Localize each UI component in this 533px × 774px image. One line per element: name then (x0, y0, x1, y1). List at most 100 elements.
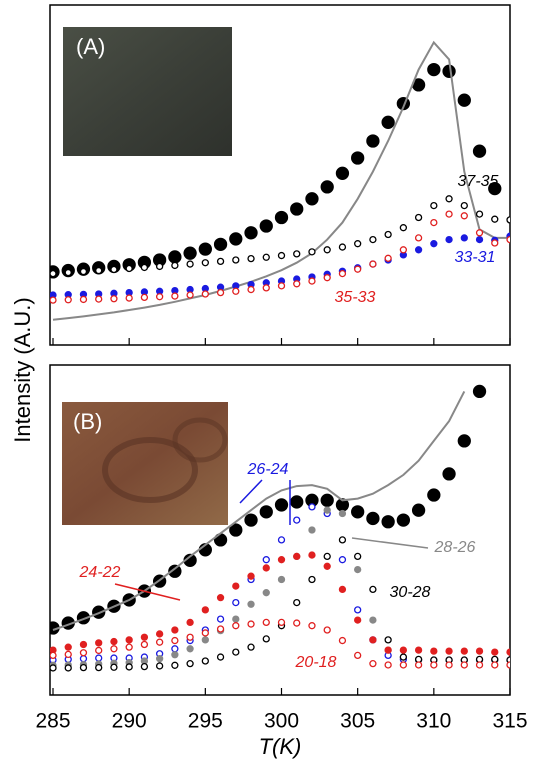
data-point (488, 181, 502, 196)
data-point (369, 235, 377, 244)
data-point (323, 506, 331, 514)
data-point (155, 262, 164, 271)
data-point (232, 287, 240, 295)
data-point (110, 637, 118, 646)
data-point (95, 295, 103, 303)
data-point (460, 201, 468, 210)
data-point (247, 600, 255, 608)
data-point (262, 564, 270, 572)
data-point (414, 661, 423, 669)
data-point (186, 633, 194, 641)
data-point (506, 648, 510, 656)
data-point (308, 503, 316, 511)
data-point (414, 246, 423, 254)
data-point (430, 661, 438, 669)
data-point (293, 280, 301, 288)
data-point (229, 523, 243, 537)
data-point (369, 585, 377, 594)
data-point (430, 201, 438, 210)
data-point (79, 663, 88, 672)
label-arrow (351, 537, 429, 549)
data-point (354, 606, 362, 614)
data-point (168, 564, 182, 578)
data-point (262, 284, 270, 292)
data-point (186, 291, 194, 299)
data-point (110, 663, 118, 671)
series-line (52, 40, 510, 321)
data-point (155, 655, 164, 663)
panel-frame (49, 4, 511, 346)
data-point (414, 213, 423, 222)
data-point (95, 646, 103, 655)
data-point (125, 264, 133, 273)
data-point (308, 575, 316, 584)
data-point (338, 556, 347, 564)
data-point (491, 648, 499, 656)
plot-area (50, 384, 510, 672)
panel-frame (49, 364, 511, 696)
data-point (399, 653, 408, 661)
data-point (79, 295, 88, 304)
data-point (247, 254, 255, 263)
data-point (125, 663, 133, 671)
data-point (475, 229, 484, 237)
data-point (323, 246, 331, 254)
data-point (125, 636, 133, 644)
data-point (366, 511, 380, 526)
data-point (506, 661, 510, 669)
series-label: 33-31 (455, 249, 496, 266)
data-point (442, 467, 456, 481)
data-point (140, 293, 149, 302)
data-point (384, 254, 392, 262)
data-point (140, 640, 149, 649)
data-point (244, 226, 258, 240)
data-point (171, 661, 179, 669)
data-point (430, 218, 438, 227)
data-point (338, 269, 347, 278)
data-point (201, 290, 209, 298)
y-axis-label: Intensity (A.U.) (10, 297, 35, 442)
data-point (384, 636, 392, 644)
data-point (430, 240, 438, 248)
inset-photo (63, 27, 232, 156)
data-point (262, 635, 270, 643)
data-point (457, 93, 471, 107)
data-point (445, 647, 453, 655)
data-point (201, 259, 209, 267)
data-point (277, 618, 286, 627)
data-point (50, 296, 57, 304)
data-point (232, 615, 240, 623)
data-point (308, 248, 316, 256)
data-point (384, 230, 392, 239)
data-point (277, 251, 286, 260)
data-point (79, 640, 88, 649)
panel-label: (B) (73, 409, 102, 434)
data-point (183, 246, 197, 260)
data-point (293, 250, 301, 258)
data-point (338, 536, 347, 544)
data-point (110, 265, 118, 274)
data-point (64, 296, 72, 304)
data-point (445, 195, 453, 203)
data-point (293, 516, 301, 524)
data-point (262, 618, 270, 627)
data-point (95, 654, 103, 662)
data-point (308, 551, 316, 559)
data-point (201, 629, 209, 637)
data-point (198, 242, 212, 256)
data-point (369, 260, 377, 268)
x-tick-label: 285 (35, 710, 70, 733)
series-label: 37-35 (458, 173, 499, 190)
series-label: 24-22 (79, 564, 121, 581)
data-point (414, 646, 423, 654)
data-point (399, 661, 408, 669)
data-point (232, 256, 240, 264)
data-point (168, 250, 182, 264)
data-point (338, 636, 347, 645)
data-point (171, 261, 179, 270)
x-tick-label: 315 (492, 710, 527, 733)
data-point (277, 536, 286, 544)
panel-label: (A) (76, 34, 105, 59)
x-tick-label: 310 (416, 710, 451, 733)
data-point (460, 212, 468, 220)
